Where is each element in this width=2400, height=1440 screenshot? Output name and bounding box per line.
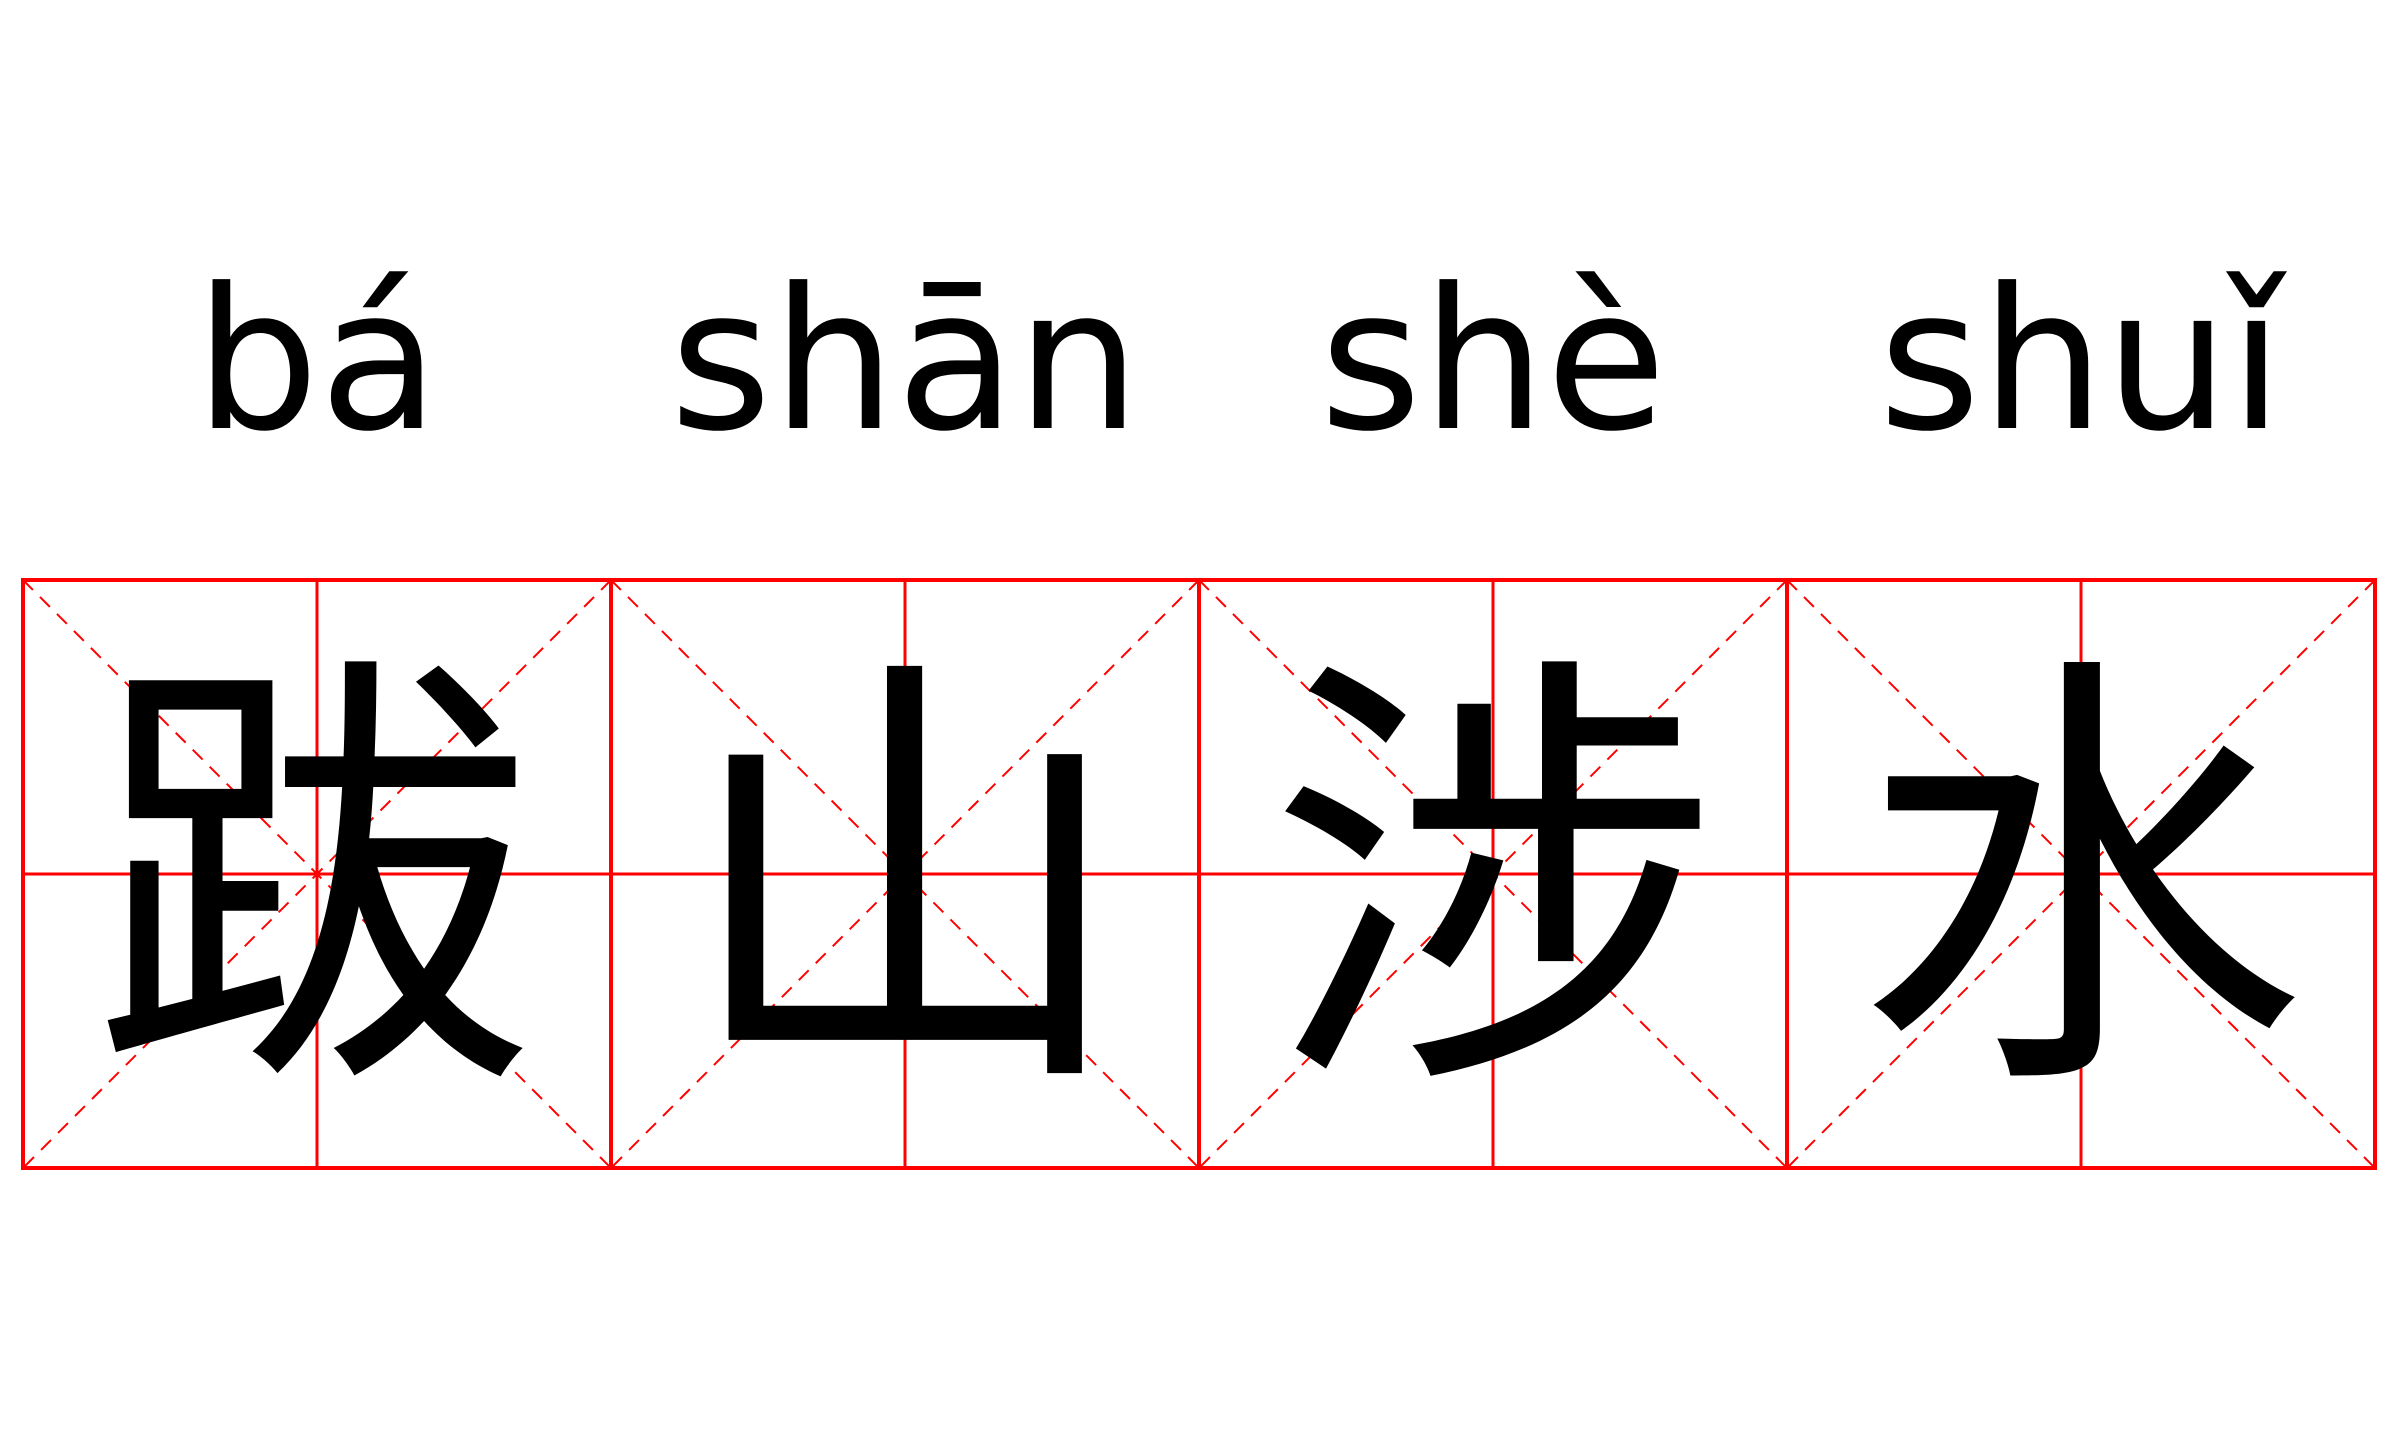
pinyin-row: bá shān shè shuǐ xyxy=(195,247,2287,475)
hanzi-character: 山 xyxy=(680,622,1130,1146)
grid-cell xyxy=(609,578,1201,1170)
hanzi-character: 涉 xyxy=(1268,622,1718,1146)
pinyin-syllable: shè xyxy=(1320,247,1667,475)
pinyin-syllable: shuǐ xyxy=(1878,247,2287,475)
pinyin-syllable: bá xyxy=(195,247,440,475)
character-row: 跋山涉水 xyxy=(92,622,2306,1146)
grid-cell xyxy=(1785,578,2377,1170)
hanzi-character: 跋 xyxy=(92,622,542,1146)
cell-border xyxy=(1785,578,2377,1170)
pinyin-syllable: shān xyxy=(670,247,1141,475)
hanzi-character: 水 xyxy=(1856,622,2306,1146)
character-grid xyxy=(21,578,2377,1170)
